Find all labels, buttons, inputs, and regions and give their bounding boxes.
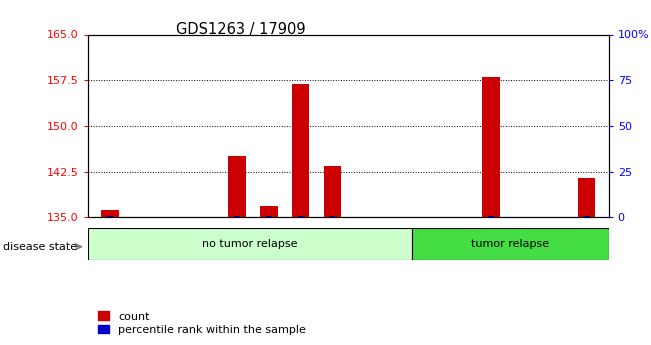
Text: GDS1263 / 17909: GDS1263 / 17909 [176, 22, 305, 37]
Bar [577, 178, 595, 217]
Bar [482, 77, 500, 217]
Bar [292, 85, 309, 217]
Text: tumor relapse: tumor relapse [471, 239, 549, 249]
Bar [324, 166, 341, 217]
Bar [412, 228, 609, 260]
Bar [229, 156, 246, 217]
Bar [266, 216, 272, 217]
Text: no tumor relapse: no tumor relapse [202, 239, 298, 249]
Bar [234, 216, 240, 217]
Bar [488, 216, 494, 217]
Bar [583, 216, 590, 217]
Bar [298, 216, 304, 217]
Legend: count, percentile rank within the sample: count, percentile rank within the sample [94, 307, 311, 339]
Bar [102, 210, 119, 217]
Bar [329, 216, 335, 217]
Text: disease state: disease state [3, 242, 77, 252]
Bar [107, 216, 113, 217]
Bar [260, 206, 277, 217]
Bar [88, 228, 412, 260]
